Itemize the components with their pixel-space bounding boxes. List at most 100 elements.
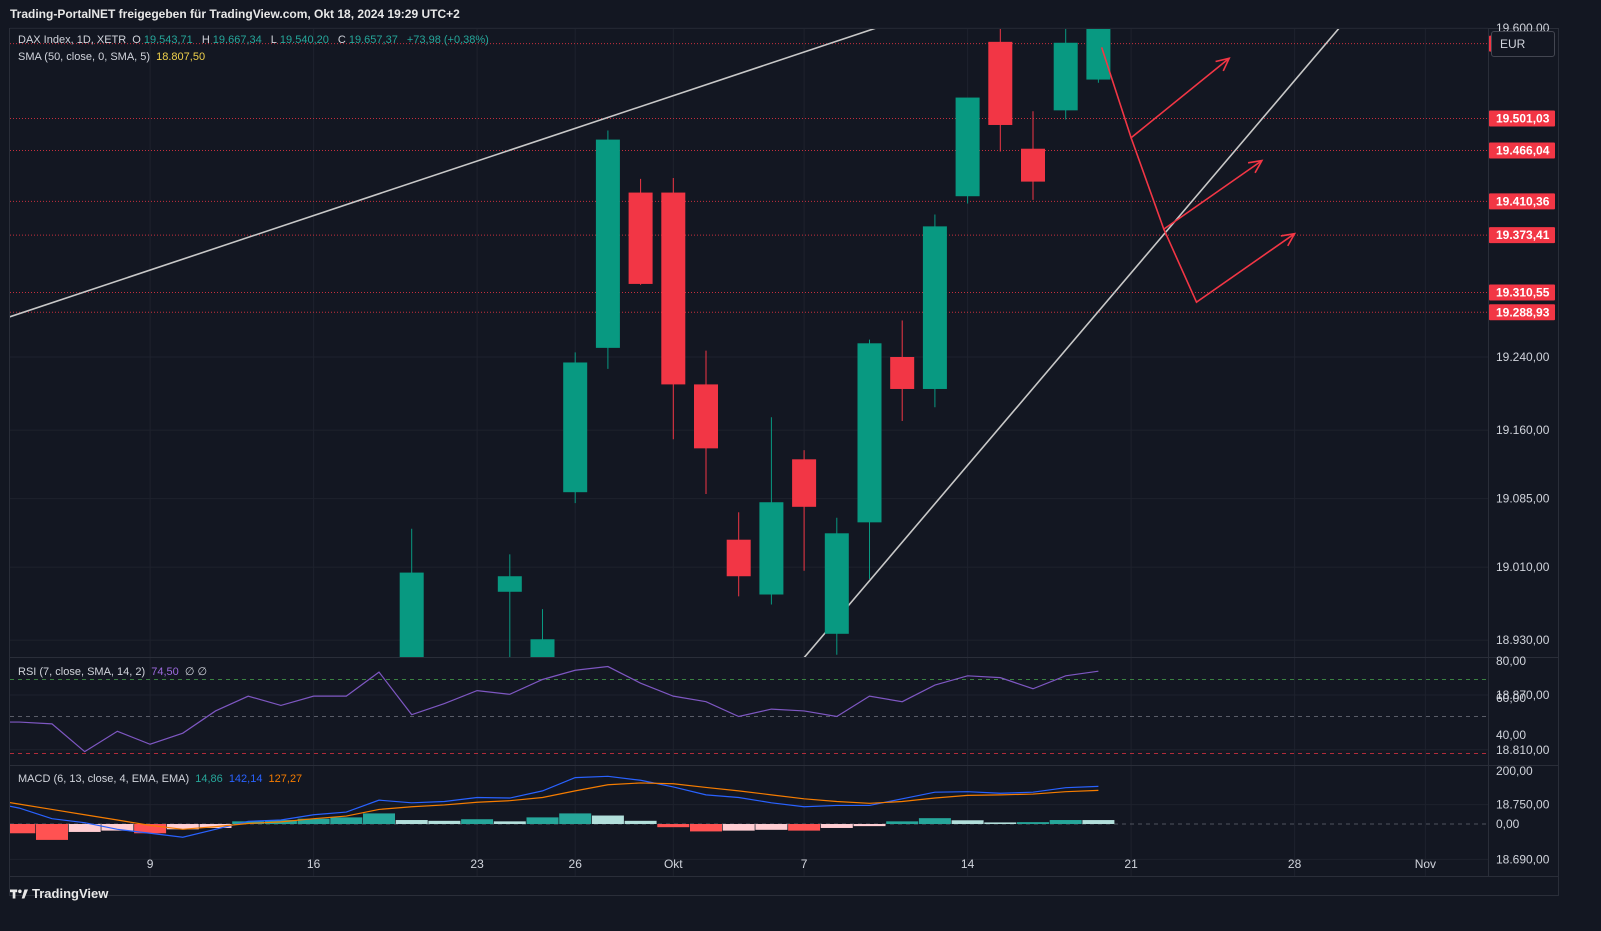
price-badge [1489,142,1555,159]
macd-histogram-bar [10,824,36,834]
price-badge-label: 19.373,41 [1496,228,1550,242]
candle [1021,148,1045,182]
legend-o-label: O [132,34,141,46]
macd-histogram-bar [1017,822,1049,824]
candle [694,384,718,449]
trendline [10,29,876,318]
candle [595,139,620,348]
legend-h-label: H [201,34,210,46]
tradingview-logo-icon [10,889,28,898]
legend-open: 19.543,71 [143,34,193,46]
candle [726,539,751,577]
macd-histogram-bar [493,821,526,824]
macd-hist-value: 14,86 [195,773,223,785]
macd-histogram-bar [134,824,167,834]
candle [661,192,686,385]
price-axis-tick: 19.085,00 [1496,492,1550,506]
time-axis-tick: 16 [307,857,321,871]
legend-symbol: DAX Index, 1D, XETR [18,34,127,46]
sma-legend: SMA (50, close, 0, SMA, 5) 18.807,50 [18,51,208,63]
macd-histogram-bar [1082,820,1115,824]
price-axis-tick: 19.240,00 [1496,350,1550,364]
macd-histogram-bar [0,824,3,829]
time-axis-tick: 26 [569,857,583,871]
bearish-scenario-arrow [1163,228,1296,304]
candle [367,825,391,843]
candle [792,459,817,507]
macd-histogram-bar [232,821,265,824]
macd-histogram-bar [657,824,690,828]
candle [922,226,947,389]
price-axis-tick: 18.930,00 [1496,633,1550,647]
rsi-axis-tick: 40,00 [1496,728,1526,742]
candle [824,533,849,634]
price-badge [1489,110,1555,127]
macd-histogram-bar [526,817,559,824]
candle [530,639,555,657]
candle [890,357,915,389]
macd-histogram-bar [461,819,494,824]
macd-histogram-bar [428,820,461,824]
price-axis-tick: 18.810,00 [1496,743,1550,757]
bullish-scenario-arrow [1118,0,1295,28]
rsi-axis-tick: 80,00 [1496,654,1526,668]
rsi-legend: RSI (7, close, SMA, 14, 2) 74,50 ∅ ∅ [18,665,210,678]
time-axis-tick: 14 [961,857,975,871]
legend-l-label: L [270,34,277,46]
price-badge [1489,227,1555,244]
price-axis-tick: 19.010,00 [1496,560,1550,574]
macd-histogram-bar [36,824,68,840]
legend-low: 19.540,20 [279,34,329,46]
macd-histogram-bar [853,824,886,827]
macd-line [10,775,1099,838]
macd-histogram-bar [918,818,951,824]
macd-value: 142,14 [228,773,263,785]
price-badge-label: 19.310,55 [1496,286,1550,300]
price-axis-tick: 18.870,00 [1496,688,1550,702]
macd-histogram-bar [951,820,984,824]
time-axis-tick: 28 [1288,857,1302,871]
arrow-head [1247,159,1264,174]
price-badge-label: 19.501,03 [1496,112,1550,126]
macd-histogram-bar [722,824,755,831]
macd-histogram-bar [820,824,853,828]
macd-axis-tick: 0,00 [1496,817,1520,831]
price-axis-tick: 18.750,00 [1496,798,1550,812]
legend-c-label: C [337,34,346,46]
footer-brand-text: TradingView [32,886,109,901]
macd-legend: MACD (6, 13, close, 4, EMA, EMA) 14,86 1… [18,773,305,785]
macd-signal-value: 127,27 [268,773,303,785]
macd-axis-tick: 200,00 [1496,764,1533,778]
sma-line [955,752,1105,859]
candle [497,576,522,592]
candle [988,41,1013,125]
share-header: Trading-PortalNET freigegeben für Tradin… [10,7,460,21]
macd-histogram-bar [330,817,363,824]
macd-signal-line [10,782,1099,830]
price-axis-tick: 18.690,00 [1496,852,1550,866]
macd-histogram-bar [559,813,592,824]
macd-histogram-bar [788,824,821,831]
candle [269,833,293,896]
macd-histogram-bar [591,815,624,824]
candle [857,343,882,523]
bullish-scenario-arrow [1151,0,1229,19]
currency-button[interactable]: EUR [1491,31,1555,57]
macd-label: MACD (6, 13, close, 4, EMA, EMA) [18,773,190,785]
price-badge-label: 19.288,93 [1496,305,1550,319]
macd-histogram-bar [101,824,134,831]
time-axis-tick: Okt [664,857,683,871]
macd-pane [0,775,1488,840]
time-axis-tick: 23 [470,857,484,871]
price-badge-label: 19.410,36 [1496,194,1550,208]
legend-close: 19.657,37 [348,34,398,46]
macd-histogram-bar [68,824,101,832]
rsi-extra: ∅ ∅ [184,666,208,678]
sma-value: 18.807,50 [156,51,206,63]
rsi-line [10,665,1099,753]
macd-histogram-bar [297,818,330,824]
candle [399,572,424,657]
macd-histogram-bar [886,821,919,824]
trendline [803,29,1340,657]
